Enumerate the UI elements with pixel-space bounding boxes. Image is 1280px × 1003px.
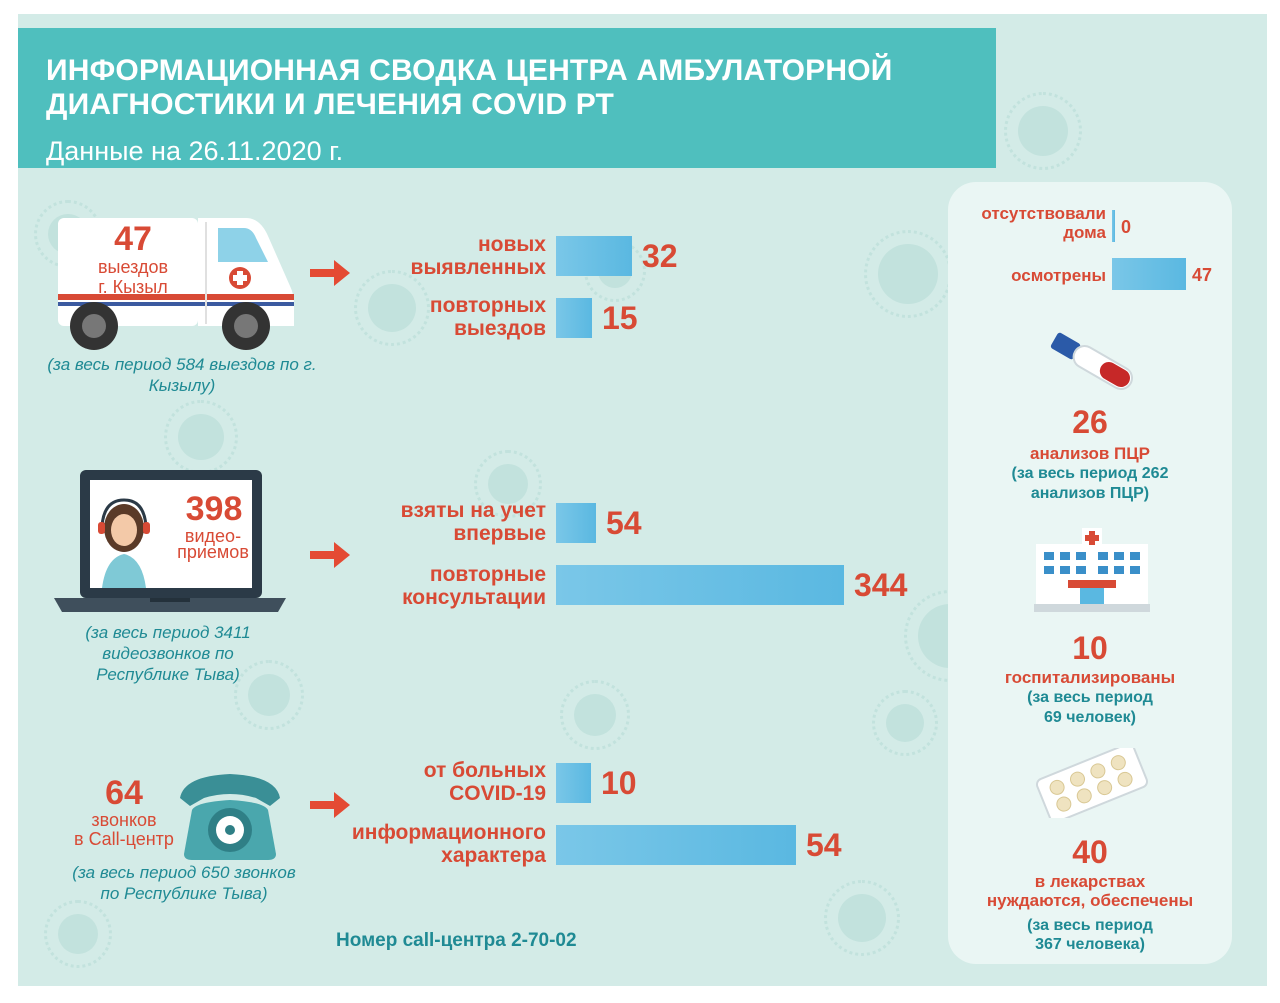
bar-examined — [1112, 258, 1186, 290]
bar-new-detected — [556, 236, 632, 276]
arrow-right-icon — [310, 792, 350, 818]
calls-label-2: в Call-центр — [74, 829, 174, 849]
arrow-right-icon — [310, 542, 350, 568]
bar-label-covid-patients-2: COVID-19 — [449, 782, 546, 805]
virus-decoration-icon — [354, 270, 430, 346]
calls-note: (за весь период 650 звонков по Республик… — [72, 863, 296, 903]
bar-label-repeat-visits-1: повторных — [429, 294, 546, 317]
bar-repeat-visits — [556, 298, 592, 338]
bar-label-info: информационного характера — [246, 821, 546, 867]
bar-value-registered: 54 — [606, 505, 642, 541]
ambulance-label-2: г. Кызыл — [98, 277, 168, 297]
bar-label-covid-patients-1: от больных — [423, 759, 546, 782]
virus-decoration-icon — [234, 660, 304, 730]
test-tube-icon — [1050, 332, 1133, 390]
bar-label-repeat-consult: повторные консультации — [246, 563, 546, 609]
hospital-icon — [1034, 528, 1150, 612]
bar-informational — [556, 825, 796, 865]
ambulance-label-1: выездов — [97, 257, 169, 277]
bar-absent — [1112, 210, 1115, 242]
medicine-label-2: нуждаются, обеспечены — [986, 891, 1194, 910]
bar-label-new-1: новых — [477, 233, 546, 256]
absent-label: отсутствовали дома — [956, 204, 1106, 242]
call-center-number: Номер call-центра 2-70-02 — [336, 930, 577, 951]
bar-label-registered: взяты на учет впервые — [246, 499, 546, 545]
header-banner: ИНФОРМАЦИОННАЯ СВОДКА ЦЕНТРА АМБУЛАТОРНО… — [18, 28, 996, 168]
medicine-note-2: 367 человека) — [1035, 936, 1145, 953]
ambulance-icon — [58, 218, 294, 350]
pcr-label: анализов ПЦР — [1030, 444, 1150, 463]
bar-value-examined: 47 — [1192, 265, 1213, 285]
virus-decoration-icon — [560, 680, 630, 750]
hospitalized-count: 10 — [1072, 630, 1108, 666]
bar-label-repeat-consult-2: консультации — [402, 586, 546, 609]
hospitalized-note-1: (за весь период — [1027, 689, 1153, 706]
virus-decoration-icon — [824, 880, 900, 956]
bar-label-info-2: характера — [441, 844, 546, 867]
infographic-canvas: ИНФОРМАЦИОННАЯ СВОДКА ЦЕНТРА АМБУЛАТОРНО… — [18, 14, 1267, 986]
medicine-count: 40 — [1072, 834, 1108, 870]
video-count: 398 — [185, 490, 243, 528]
virus-decoration-icon — [474, 450, 542, 518]
bar-label-info-1: информационного — [351, 821, 546, 844]
absent-label-1: отсутствовали — [981, 204, 1106, 223]
bar-value-repeat-visits: 15 — [602, 300, 638, 336]
medicine-label-1: в лекарствах — [1034, 872, 1146, 891]
video-note: (за весь период 3411 видеозвонков по Рес… — [85, 623, 251, 684]
hospitalized-note-2: 69 человек) — [1043, 709, 1136, 726]
virus-decoration-icon — [44, 900, 112, 968]
pills-blister-icon — [1035, 748, 1149, 818]
date-subtitle: Данные на 26.11.2020 г. — [46, 136, 344, 166]
pcr-note-1: (за весь период 262 — [1011, 465, 1169, 482]
bar-label-registered-1: взяты на учет — [400, 499, 546, 522]
calls-count: 64 — [105, 774, 143, 812]
bar-registered-first — [556, 503, 596, 543]
medicine-note-1: (за весь период — [1027, 917, 1153, 934]
bar-label-new-2: выявленных — [410, 256, 546, 279]
calls-label-1: звонков — [91, 810, 157, 830]
ambulance-note: (за весь период 584 выездов по г. Кызылу… — [47, 355, 317, 395]
absent-label-2: дома — [1063, 223, 1106, 242]
laptop-operator-icon — [54, 470, 286, 612]
bar-label-repeat-visits-2: выездов — [453, 317, 546, 340]
bar-value-covid-patients: 10 — [601, 765, 637, 801]
virus-decoration-icon — [1004, 92, 1082, 170]
virus-decoration-icon — [872, 690, 938, 756]
right-panel: отсутствовали дома 0 осмотрены 47 26 ана… — [948, 182, 1232, 964]
bar-repeat-consultations — [556, 565, 844, 605]
bar-value-new: 32 — [642, 238, 678, 274]
bar-label-repeat-visits: повторных выездов — [246, 294, 546, 340]
bar-covid-patients — [556, 763, 591, 803]
bar-value-info: 54 — [806, 827, 842, 863]
bar-label-repeat-consult-1: повторные — [429, 563, 546, 586]
video-label-2: приемов — [177, 542, 249, 562]
virus-decoration-icon — [164, 400, 238, 474]
bar-label-registered-2: впервые — [453, 522, 546, 545]
pcr-count: 26 — [1072, 404, 1108, 440]
telephone-icon — [180, 774, 280, 860]
arrow-right-icon — [310, 260, 350, 286]
examined-label: осмотрены — [1011, 266, 1106, 285]
bar-label-new: новых выявленных — [246, 233, 546, 279]
video-label-1: видео- — [184, 526, 242, 546]
virus-decoration-icon — [864, 230, 952, 318]
bar-value-absent: 0 — [1121, 217, 1132, 237]
ambulance-count: 47 — [114, 220, 152, 258]
page-title: ИНФОРМАЦИОННАЯ СВОДКА ЦЕНТРА АМБУЛАТОРНО… — [46, 54, 893, 121]
bar-value-repeat-consult: 344 — [854, 567, 908, 603]
pcr-note-2: анализов ПЦР) — [1030, 485, 1150, 502]
bar-label-covid-patients: от больных COVID-19 — [246, 759, 546, 805]
hospitalized-label: госпитализированы — [1004, 668, 1176, 687]
